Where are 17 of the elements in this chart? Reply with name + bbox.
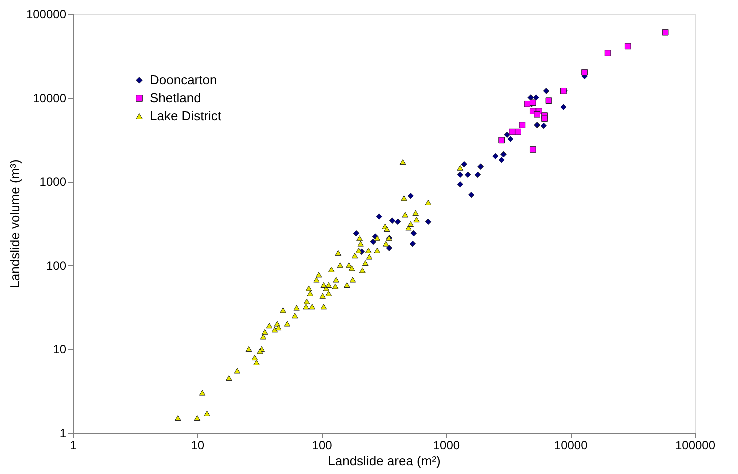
y-tick-label: 100 [46,258,67,273]
y-tick-label: 10 [53,342,67,357]
x-tick-label: 1000 [433,438,460,452]
y-tick-label: 10000 [33,91,67,106]
x-tick-label: 10000 [554,438,588,452]
x-tick-label: 1 [70,438,78,452]
x-tick-label: 100000 [675,438,716,452]
y-tick-label: 1 [60,426,67,440]
y-tick-label: 1000 [40,175,67,190]
legend-label: Lake District [150,108,222,124]
x-axis-title: Landslide area (m²) [328,454,441,468]
x-tick-label: 10 [191,438,205,452]
legend-label: Dooncarton [150,72,218,88]
legend-label: Shetland [150,90,202,106]
y-tick-label: 100000 [26,8,67,22]
x-tick-label: 100 [312,438,333,452]
y-axis-title: Landslide volume (m³) [7,160,22,288]
